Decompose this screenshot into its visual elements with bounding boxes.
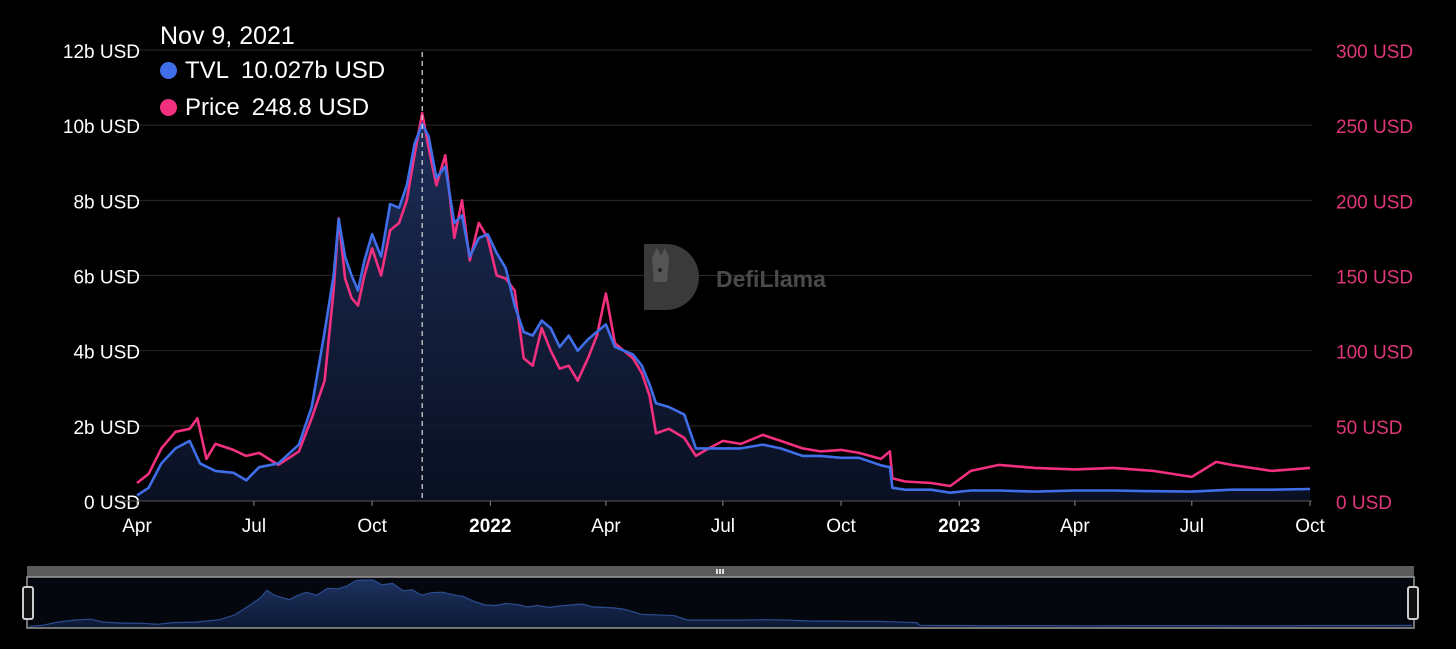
tooltip-tvl-label: TVL: [185, 57, 230, 84]
tvl-area: [137, 124, 1310, 501]
right-axis: 0 USD 50 USD 100 USD 150 USD 200 USD 250 USD 3…: [1336, 42, 1413, 514]
series-lines: [136, 111, 1311, 497]
right-axis-tick-label: 0 USD: [1336, 493, 1392, 514]
x-axis-tick-label: Jul: [1180, 516, 1204, 537]
right-axis-tick-label: 250 USD: [1336, 117, 1413, 138]
tvl-area-fill: [137, 124, 1310, 501]
right-axis-tick-label: 150 USD: [1336, 268, 1413, 289]
right-axis-tick-label: 300 USD: [1336, 42, 1413, 63]
tooltip-date: Nov 9, 2021: [160, 22, 295, 50]
zoom-preview-area: [29, 580, 1412, 627]
left-axis-tick-label: 8b USD: [73, 192, 140, 213]
tooltip-tvl-row: TVL 10.027b USD: [160, 52, 385, 89]
left-axis-tick-label: 10b USD: [63, 117, 140, 138]
tooltip-tvl-value: 10.027b USD: [241, 57, 386, 84]
defillama-watermark: DefiLlama: [644, 244, 826, 310]
tooltip-price-value: 248.8 USD: [251, 94, 370, 121]
x-axis-tick-label: Oct: [826, 516, 856, 537]
left-axis-tick-label: 0 USD: [84, 493, 140, 514]
price-dot-icon: [160, 99, 177, 116]
llama-logo-icon: [644, 244, 699, 310]
left-axis-tick-label: 4b USD: [73, 343, 140, 364]
x-axis-tick-label: 2022: [469, 516, 511, 537]
price-series-line: [136, 111, 1311, 488]
left-axis-tick-label: 2b USD: [73, 418, 140, 439]
tvl-series-line: [136, 122, 1311, 497]
zoom-handle-left[interactable]: [22, 586, 34, 620]
right-axis-tick-label: 100 USD: [1336, 343, 1413, 364]
watermark-text: DefiLlama: [716, 266, 826, 292]
left-axis: 0 USD 2b USD 4b USD 6b USD 8b USD 10b USD 12b …: [63, 42, 140, 514]
tvl-dot-icon: [160, 62, 177, 79]
left-axis-tick-label: 12b USD: [63, 42, 140, 63]
x-axis: Apr Jul Oct 2022 Apr Jul Oct 2023 Apr Jul Oct: [118, 500, 1325, 537]
grip-mark: [716, 569, 718, 574]
grip-mark: [722, 569, 724, 574]
zoom-preview: [28, 579, 1413, 627]
tooltip-price-row: Price 248.8 USD: [160, 89, 385, 126]
x-axis-tick-label: Apr: [122, 516, 152, 537]
x-axis-tick-label: Jul: [711, 516, 735, 537]
tooltip-price-label: Price: [185, 94, 240, 121]
right-axis-tick-label: 50 USD: [1336, 418, 1403, 439]
left-axis-tick-label: 6b USD: [73, 268, 140, 289]
x-axis-tick-label: 2023: [938, 516, 980, 537]
zoom-handle-right[interactable]: [1407, 586, 1419, 620]
data-zoom-slider[interactable]: [22, 566, 1419, 629]
grip-mark: [719, 569, 721, 574]
chart-tooltip: Nov 9, 2021 TVL 10.027b USD Price 248.8 …: [160, 20, 385, 126]
zoom-preview-line: [28, 579, 1413, 627]
right-axis-tick-label: 200 USD: [1336, 192, 1413, 213]
x-axis-tick-label: Apr: [591, 516, 621, 537]
x-axis-tick-label: Oct: [357, 516, 387, 537]
x-axis-tick-label: Jul: [242, 516, 266, 537]
x-axis-tick-label: Apr: [1060, 516, 1090, 537]
x-axis-tick-label: Oct: [1295, 516, 1325, 537]
